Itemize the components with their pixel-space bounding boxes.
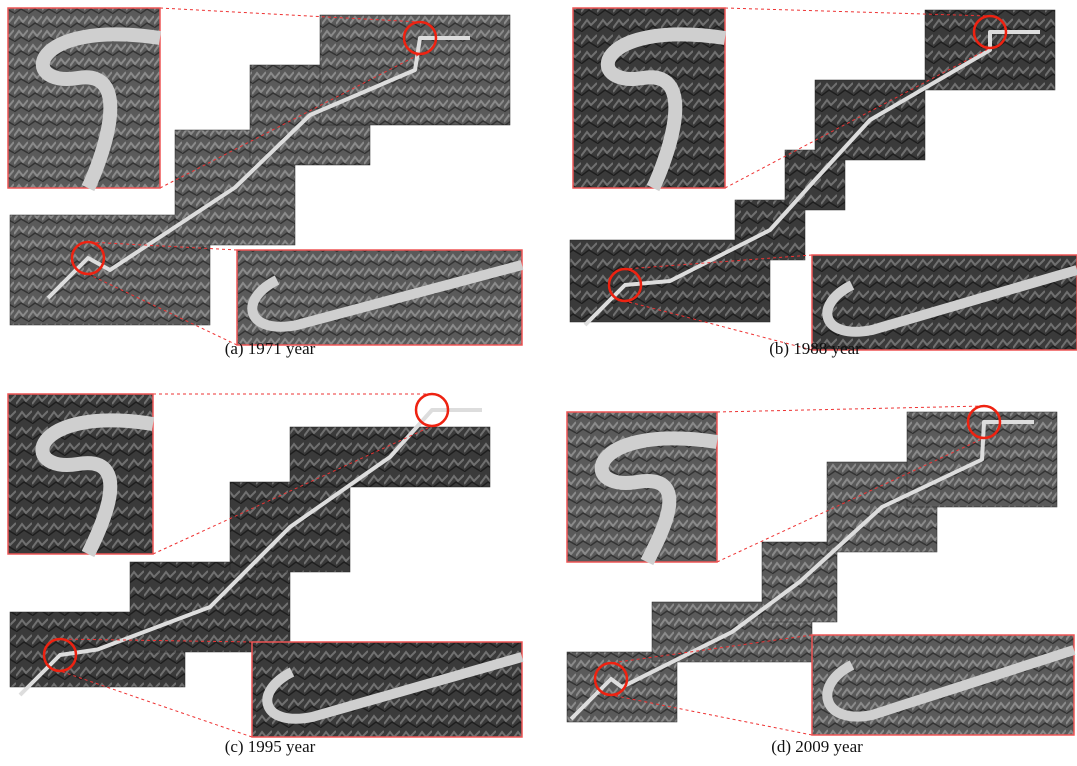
- caption: (a) 1971 year: [225, 339, 316, 358]
- panel: (d) 2009 year: [567, 406, 1074, 756]
- panel: (a) 1971 year: [8, 8, 522, 358]
- connector: [717, 406, 984, 412]
- caption: (d) 2009 year: [771, 737, 863, 756]
- caption: (b) 1988 year: [769, 339, 861, 358]
- panel: (b) 1988 year: [570, 8, 1077, 358]
- caption: (c) 1995 year: [225, 737, 316, 756]
- panel: (c) 1995 year: [8, 394, 522, 756]
- figure: (a) 1971 year (b) 1988 year (c) 1995 yea…: [0, 0, 1077, 766]
